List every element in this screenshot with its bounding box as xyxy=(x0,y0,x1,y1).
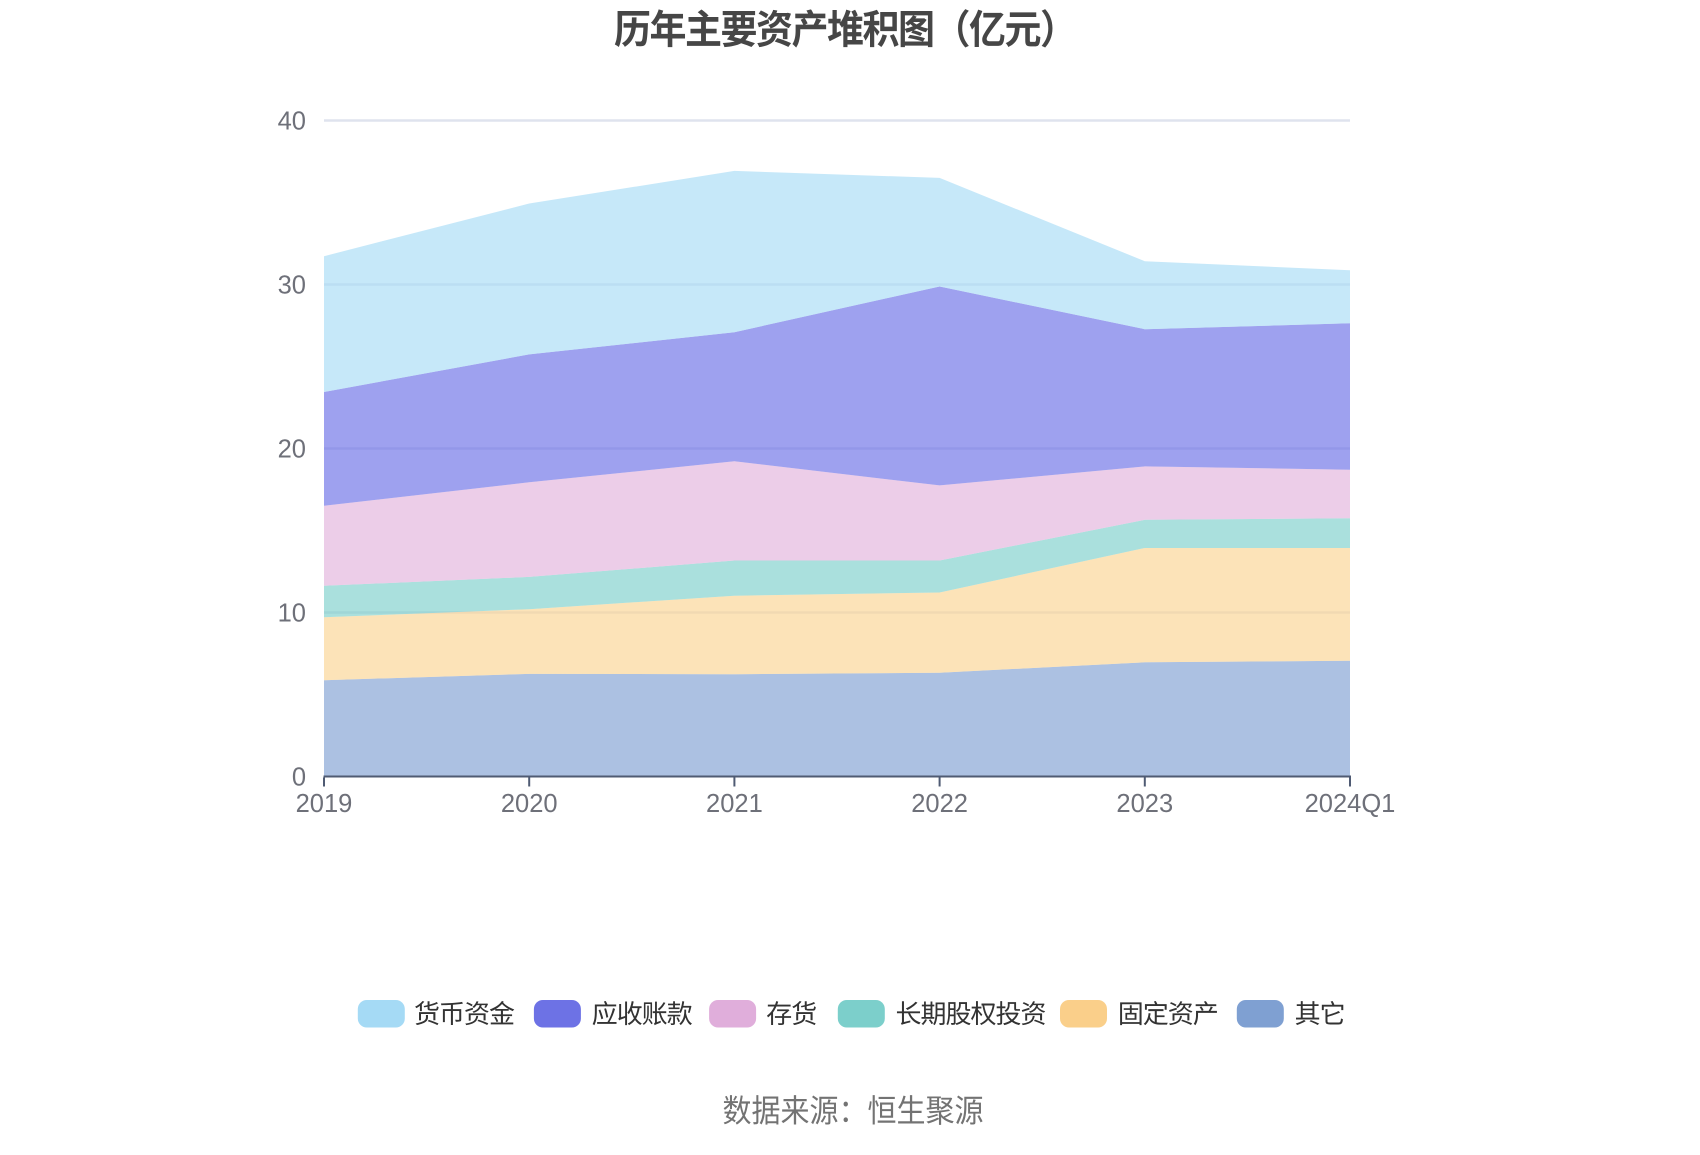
svg-text:0: 0 xyxy=(292,764,306,792)
svg-text:2022: 2022 xyxy=(911,790,968,818)
svg-text:2023: 2023 xyxy=(1116,790,1173,818)
svg-text:2021: 2021 xyxy=(706,790,763,818)
svg-text:40: 40 xyxy=(278,108,306,136)
svg-text:2020: 2020 xyxy=(501,790,558,818)
svg-text:2019: 2019 xyxy=(296,790,353,818)
svg-text:30: 30 xyxy=(278,272,306,300)
svg-text:10: 10 xyxy=(278,600,306,628)
svg-text:2024Q1: 2024Q1 xyxy=(1305,790,1396,818)
svg-text:20: 20 xyxy=(278,436,306,464)
